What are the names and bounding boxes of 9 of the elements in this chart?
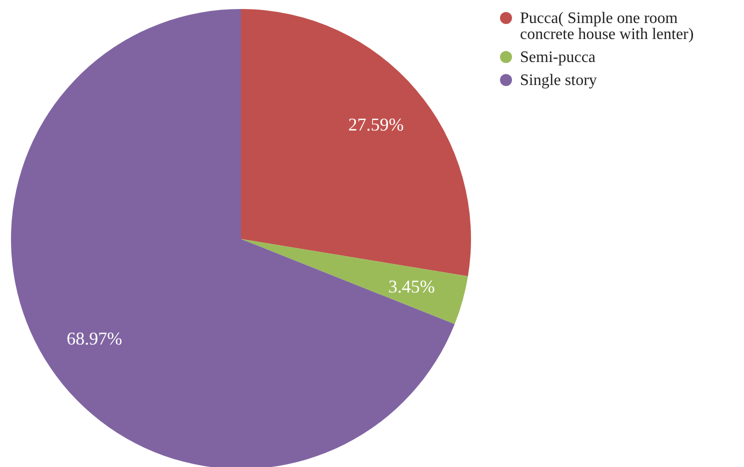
- pie-slice: [241, 9, 471, 276]
- legend-label: Single story: [520, 72, 597, 88]
- pie-slice: [11, 9, 455, 467]
- data-label: 3.45%: [388, 276, 435, 296]
- legend-label: Pucca( Simple one room concrete house with lenter): [520, 10, 694, 42]
- data-label: 27.59%: [348, 114, 404, 134]
- legend-label: Semi-pucca: [520, 48, 596, 66]
- data-label: 68.97%: [66, 328, 122, 348]
- pie-slice: [241, 239, 468, 324]
